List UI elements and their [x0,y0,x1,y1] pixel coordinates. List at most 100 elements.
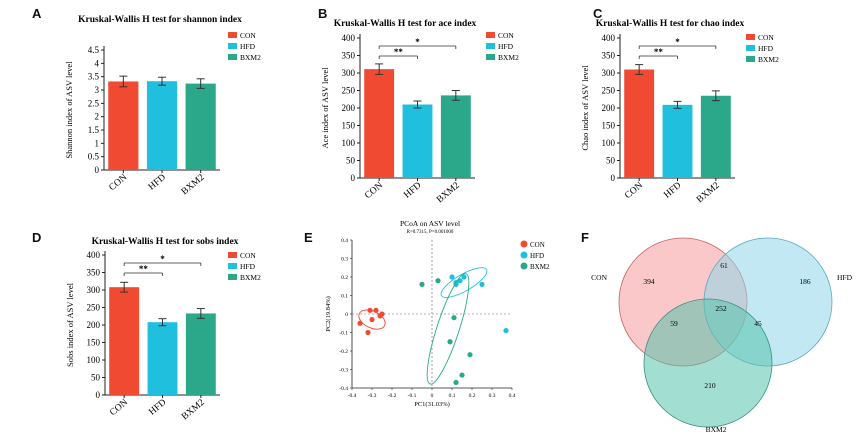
y-tick-label: 0 [96,390,101,400]
bar-bxm2 [440,95,471,178]
legend-label-bxm2: BXM2 [758,55,779,64]
bar-chart-shannon: Kruskal-Wallis H test for shannon index 0… [64,15,261,197]
point-bxm2 [435,278,441,284]
point-con [373,307,379,313]
legend-label-hfd: HFD [498,42,514,51]
legend-swatch-con [228,32,237,38]
venn-count-con-only: 394 [643,277,655,286]
y-tick-label: 0 [95,165,100,175]
bar-bxm2 [700,95,731,178]
legend-swatch-bxm2 [746,56,755,62]
y-tick-label: -0.1 [339,331,348,337]
bar-bxm2 [185,313,216,395]
panel-label: B [318,6,328,21]
y-tick-label: 50 [346,156,356,166]
y-tick-label: 0 [351,173,356,183]
point-con [357,320,363,326]
y-tick-label: 150 [87,338,101,348]
legend-swatch-bxm2 [228,274,237,280]
x-tick-label: 0.1 [449,393,456,399]
y-tick-label: 400 [602,33,616,43]
x-tick-label: BXM2 [695,180,722,205]
significance-label: * [160,254,165,264]
panel-label: A [32,6,42,21]
panel-e: E PCoA on ASV level R=0.7315, P=0.001000 -… [290,218,575,433]
legend-swatch-con [520,240,528,248]
y-tick-label: -0.4 [339,386,348,392]
y-tick-label: 0 [345,312,348,318]
panel-b: B Kruskal-Wallis H test for ace index 0 50… [290,0,575,215]
y-tick-label: 350 [602,51,616,61]
chart-title: Kruskal-Wallis H test for ace index [334,19,477,29]
bar-con [109,287,140,395]
point-hfd [461,274,467,280]
y-tick-label: -0.3 [339,368,348,374]
legend-label-bxm2: BXM2 [240,273,261,282]
significance-label: * [415,37,420,47]
point-bxm2 [459,372,465,378]
y-tick-label: 2 [95,112,100,122]
y-tick-label: 350 [342,51,356,61]
chart-title: Kruskal-Wallis H test for sobs index [92,237,239,247]
venn-set-label-bxm2: BXM2 [706,425,727,433]
x-tick-label: -0.4 [348,393,357,399]
legend-swatch-bxm2 [520,262,528,270]
venn-diagram: CON HFD BXM2 394 186 210 61 59 45 252 [591,237,853,434]
legend-label-bxm2: BXM2 [530,263,550,271]
y-tick-label: -0.2 [339,349,348,355]
ellipse-bxm2 [426,273,470,385]
y-tick-label: 3.5 [88,72,100,82]
legend-swatch-bxm2 [228,54,237,60]
y-tick-label: 100 [342,138,356,148]
legend-swatch-bxm2 [486,54,495,60]
legend-label-con: CON [240,251,256,260]
point-bxm2 [451,315,457,321]
y-tick-label: 50 [606,156,616,166]
legend-swatch-hfd [746,45,755,51]
y-tick-label: 200 [87,320,101,330]
panel-label: C [593,6,603,21]
point-con [369,316,375,323]
y-tick-label: 200 [602,103,616,113]
legend-swatch-hfd [486,43,495,49]
venn-count-con-hfd: 61 [720,261,728,270]
point-hfd [453,281,459,287]
legend-label-con: CON [240,31,256,40]
y-tick-label: 1 [95,138,100,148]
y-axis-label: PC2(19.84%) [325,296,332,332]
y-tick-label: 3 [95,85,100,95]
x-tick-label: BXM2 [180,172,207,197]
venn-circle-bxm2 [643,298,773,428]
legend-label-con: CON [758,33,774,42]
chart-title: PCoA on ASV level [400,219,460,228]
x-tick-label: BXM2 [435,180,462,205]
y-tick-label: 200 [342,103,356,113]
panel-label: F [581,230,589,245]
panel-d: D Kruskal-Wallis H test for sobs index 0 5… [0,218,285,433]
y-tick-label: 0.1 [341,294,348,300]
bar-con [624,69,655,178]
panel-label: E [304,230,313,245]
y-tick-label: 150 [602,121,616,131]
y-axis-label: Chao index of ASV level [580,65,590,151]
x-tick-label: CON [108,398,130,419]
bar-hfd [146,81,178,170]
venn-count-con-bxm2: 59 [670,319,678,328]
point-hfd [503,328,509,334]
y-tick-label: 400 [87,250,101,260]
y-tick-label: 300 [602,68,616,78]
legend-label-con: CON [498,31,514,40]
y-tick-label: 100 [87,355,101,365]
legend-swatch-hfd [228,263,237,269]
venn-count-bxm2-only: 210 [704,381,716,390]
bar-chart-chao: Kruskal-Wallis H test for chao index 0 50 1… [580,19,779,205]
venn-set-label-hfd: HFD [837,273,853,282]
x-tick-label: -0.2 [388,393,397,399]
y-tick-label: 300 [342,68,356,78]
chart-title: Kruskal-Wallis H test for chao index [596,19,745,29]
bar-chart-sobs: Kruskal-Wallis H test for sobs index 0 50 1… [65,237,261,422]
bar-hfd [147,322,178,395]
point-hfd [449,274,455,280]
bar-chart-ace: Kruskal-Wallis H test for ace index 0 50 10… [320,19,519,205]
x-tick-label: HFD [147,173,168,193]
